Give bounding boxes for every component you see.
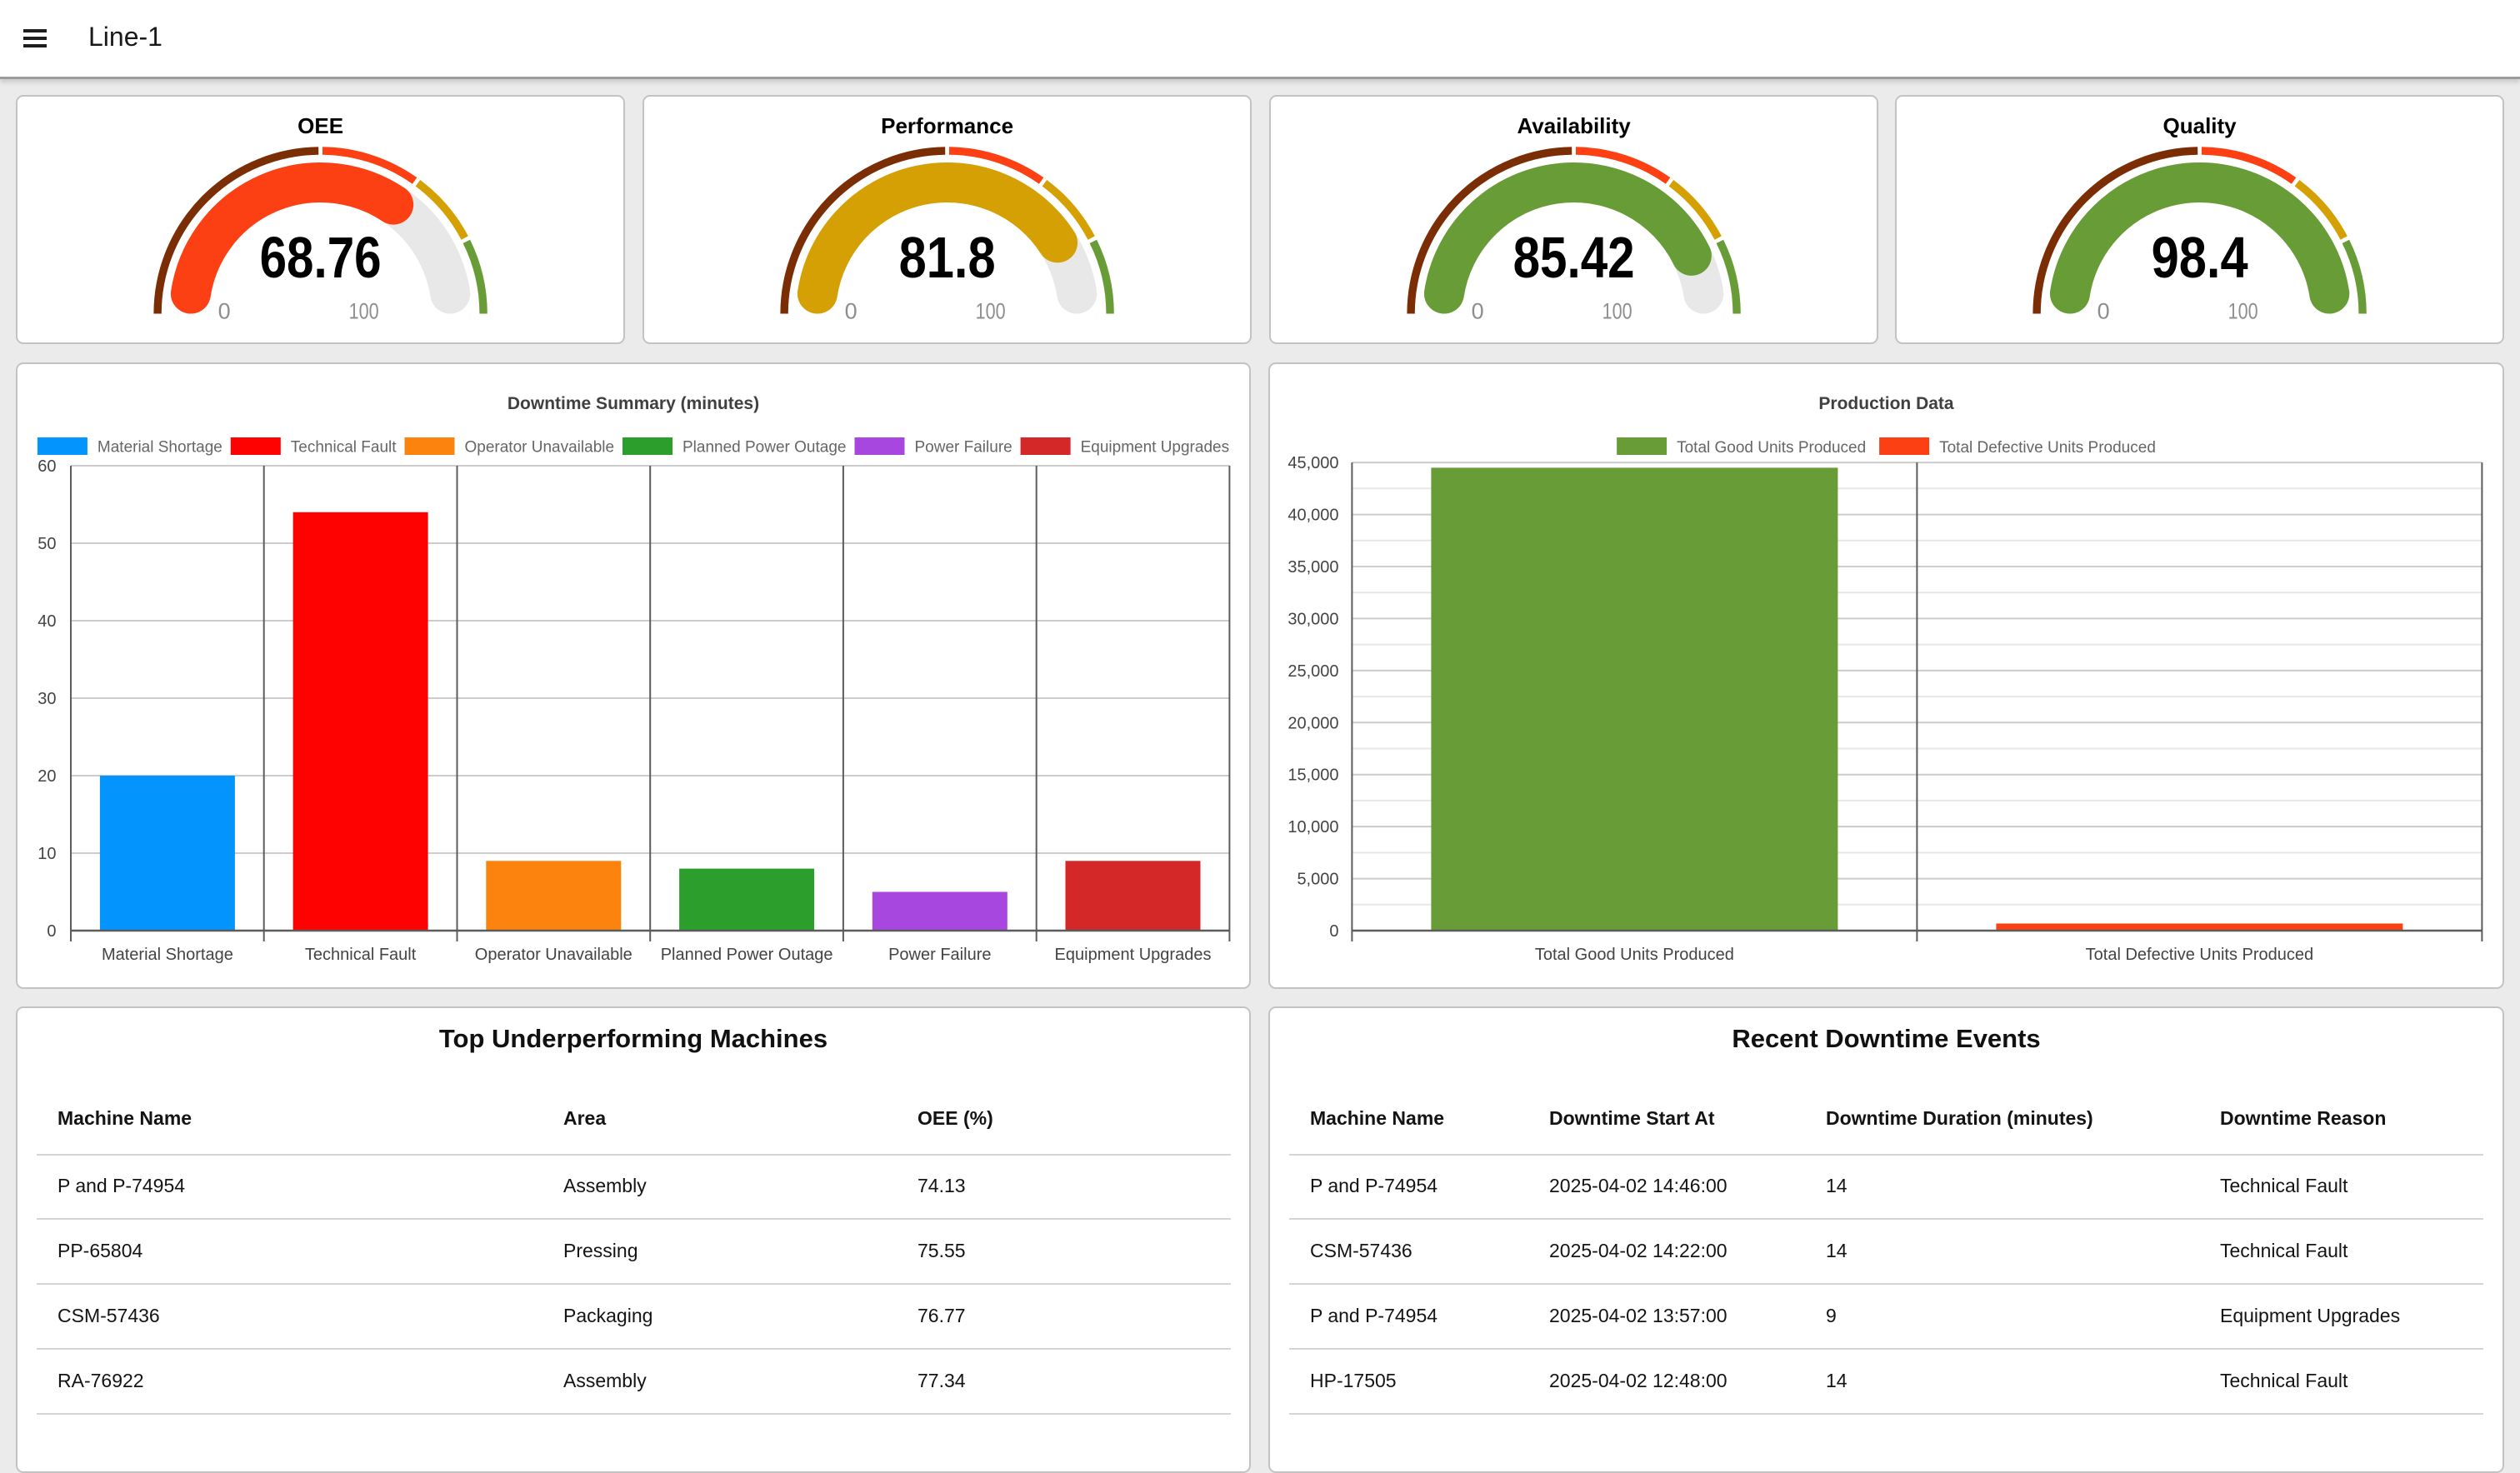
svg-text:Power Failure: Power Failure (888, 946, 991, 964)
svg-text:Production Data: Production Data (1818, 394, 1953, 413)
svg-text:20: 20 (38, 767, 56, 786)
svg-text:0: 0 (1472, 299, 1484, 324)
svg-text:Material Shortage: Material Shortage (98, 439, 222, 457)
svg-text:Downtime Summary (minutes): Downtime Summary (minutes) (508, 394, 759, 413)
svg-text:40,000: 40,000 (1288, 507, 1338, 525)
svg-text:Operator Unavailable: Operator Unavailable (475, 946, 632, 964)
svg-text:30,000: 30,000 (1288, 610, 1338, 628)
svg-text:100: 100 (2228, 299, 2258, 324)
svg-text:85.42: 85.42 (1513, 225, 1635, 290)
svg-text:Planned Power Outage: Planned Power Outage (661, 946, 833, 964)
svg-text:25,000: 25,000 (1288, 662, 1338, 681)
svg-text:5,000: 5,000 (1297, 871, 1338, 889)
svg-text:30: 30 (38, 690, 56, 708)
svg-text:Power Failure: Power Failure (915, 439, 1012, 457)
svg-text:40: 40 (38, 612, 56, 631)
svg-text:Performance: Performance (881, 113, 1013, 138)
svg-text:10,000: 10,000 (1288, 818, 1338, 836)
svg-text:50: 50 (38, 535, 56, 553)
svg-text:45,000: 45,000 (1288, 454, 1338, 472)
svg-text:0: 0 (47, 922, 56, 941)
svg-text:98.4: 98.4 (2152, 225, 2248, 290)
svg-text:Total Good Units Produced: Total Good Units Produced (1535, 946, 1734, 964)
svg-text:0: 0 (2098, 299, 2110, 324)
svg-text:60: 60 (38, 457, 56, 476)
svg-text:81.8: 81.8 (899, 225, 996, 290)
svg-text:Equipment Upgrades: Equipment Upgrades (1081, 439, 1230, 457)
svg-text:0: 0 (845, 299, 858, 324)
svg-text:OEE: OEE (298, 113, 343, 138)
svg-text:0: 0 (1329, 922, 1338, 941)
svg-text:0: 0 (218, 299, 231, 324)
svg-text:Quality: Quality (2163, 113, 2238, 138)
svg-text:100: 100 (349, 299, 379, 324)
svg-text:35,000: 35,000 (1288, 558, 1338, 577)
svg-text:100: 100 (976, 299, 1006, 324)
svg-text:Operator Unavailable: Operator Unavailable (465, 439, 615, 457)
svg-text:Technical Fault: Technical Fault (305, 946, 417, 964)
svg-text:Material Shortage: Material Shortage (102, 946, 233, 964)
svg-text:Total Defective Units Produced: Total Defective Units Produced (2086, 946, 2313, 964)
svg-text:20,000: 20,000 (1288, 714, 1338, 732)
svg-text:10: 10 (38, 845, 56, 863)
svg-text:Total Defective Units Produced: Total Defective Units Produced (1939, 439, 2156, 457)
svg-text:Equipment Upgrades: Equipment Upgrades (1055, 946, 1212, 964)
svg-text:68.76: 68.76 (260, 225, 382, 290)
svg-text:Availability: Availability (1517, 113, 1631, 138)
svg-text:Technical Fault: Technical Fault (291, 439, 397, 457)
svg-text:Total Good Units Produced: Total Good Units Produced (1677, 439, 1866, 457)
svg-text:100: 100 (1602, 299, 1632, 324)
svg-text:Planned Power Outage: Planned Power Outage (682, 439, 846, 457)
svg-text:15,000: 15,000 (1288, 766, 1338, 785)
